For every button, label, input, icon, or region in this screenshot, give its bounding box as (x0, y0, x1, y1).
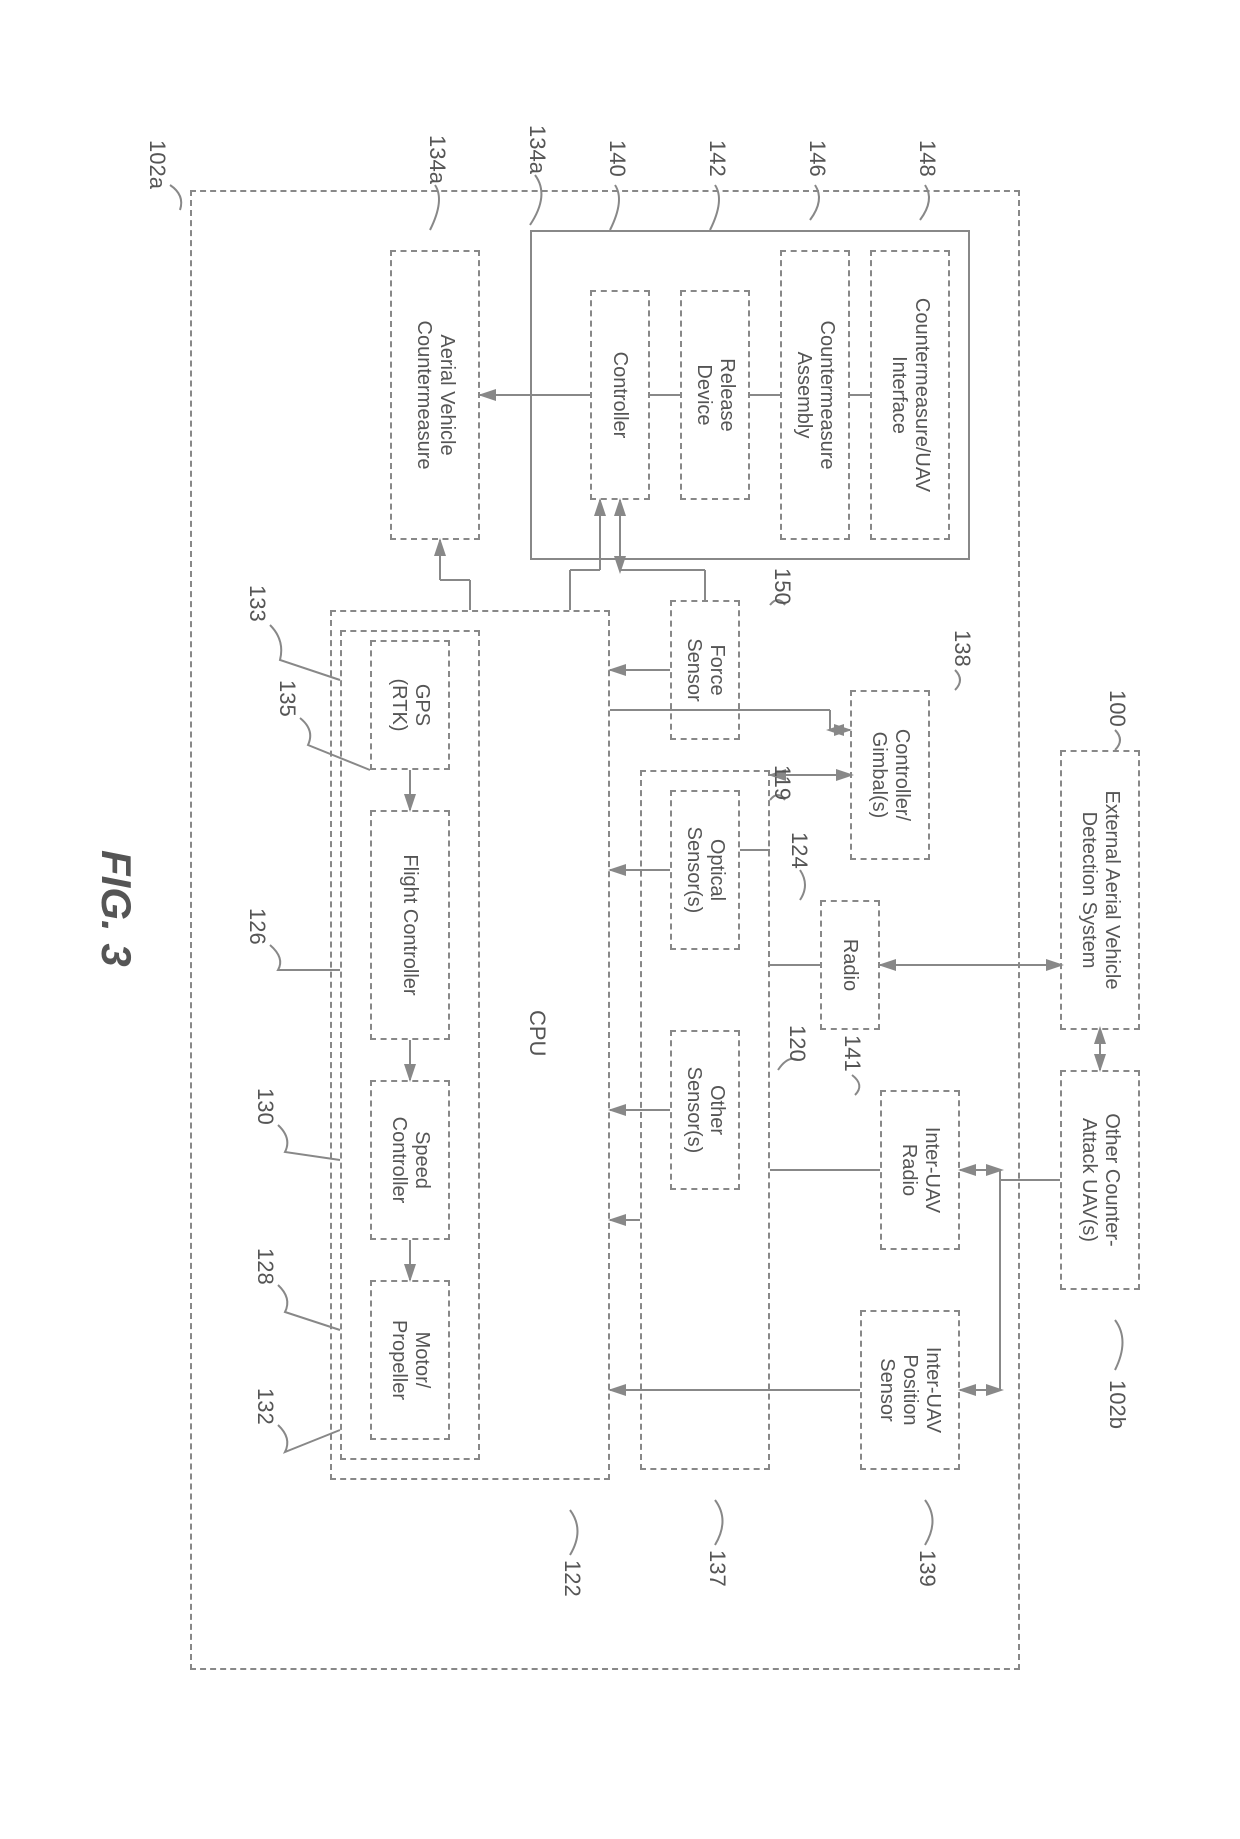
box-label: Other Counter-Attack UAV(s) (1077, 1113, 1123, 1246)
ref-134a-b: 134a (424, 135, 450, 184)
box-label: OpticalSensor(s) (682, 826, 728, 913)
ref-138: 138 (949, 630, 975, 667)
box-label: CountermeasureAssembly (792, 320, 838, 469)
box-label: Inter-UAVRadio (897, 1126, 943, 1212)
box-label: Radio (839, 938, 862, 990)
radio-box: Radio (820, 900, 880, 1030)
ref-124: 124 (786, 832, 812, 869)
other-sensors: OtherSensor(s) (670, 1030, 740, 1190)
ref-128: 128 (252, 1248, 278, 1285)
cpu-label: CPU (524, 1010, 550, 1056)
ref-102b: 102b (1104, 1380, 1130, 1429)
flight-controller: Flight Controller (370, 810, 450, 1040)
ref-126: 126 (244, 908, 270, 945)
box-label: SpeedController (387, 1116, 433, 1203)
motor-propeller: Motor/Propeller (370, 1280, 450, 1440)
gps-rtk: GPS(RTK) (370, 640, 450, 770)
ref-150: 150 (769, 568, 795, 605)
aerial-vehicle-countermeasure: Aerial VehicleCountermeasure (390, 250, 480, 540)
ref-140: 140 (604, 140, 630, 177)
countermeasure-assembly: CountermeasureAssembly (780, 250, 850, 540)
ref-146: 146 (804, 140, 830, 177)
inter-uav-position-sensor: Inter-UAVPositionSensor (860, 1310, 960, 1470)
box-label: OtherSensor(s) (682, 1066, 728, 1153)
optical-sensor: OpticalSensor(s) (670, 790, 740, 950)
box-label: Controller/Gimbal(s) (867, 728, 913, 820)
box-label: Motor/Propeller (387, 1319, 433, 1399)
box-label: Aerial VehicleCountermeasure (412, 320, 458, 469)
box-label: Inter-UAVPositionSensor (876, 1346, 945, 1432)
ref-100: 100 (1104, 690, 1130, 727)
ref-119: 119 (769, 765, 795, 800)
box-label: Flight Controller (399, 854, 422, 995)
ref-142: 142 (704, 140, 730, 177)
external-detection-system: External Aerial VehicleDetection System (1060, 750, 1140, 1030)
other-counter-attack-uav: Other Counter-Attack UAV(s) (1060, 1070, 1140, 1290)
figure-caption: FIG. 3 (92, 850, 140, 967)
ref-137: 137 (704, 1550, 730, 1587)
box-label: ForceSensor (682, 638, 728, 701)
ref-120: 120 (784, 1025, 810, 1062)
ref-135: 135 (274, 680, 300, 717)
ref-132: 132 (252, 1388, 278, 1425)
ref-122: 122 (559, 1560, 585, 1597)
countermeasure-uav-interface: Countermeasure/UAVInterface (870, 250, 950, 540)
ref-133: 133 (244, 585, 270, 622)
ref-148: 148 (914, 140, 940, 177)
ref-139: 139 (914, 1550, 940, 1587)
box-label: GPS(RTK) (387, 678, 433, 731)
ref-102a: 102a (144, 140, 170, 189)
ref-141: 141 (839, 1035, 865, 1072)
speed-controller: SpeedController (370, 1080, 450, 1240)
box-label: ReleaseDevice (692, 358, 738, 431)
ref-130: 130 (252, 1088, 278, 1125)
box-label: External Aerial VehicleDetection System (1077, 790, 1123, 989)
release-device: ReleaseDevice (680, 290, 750, 500)
box-label: Controller (609, 351, 632, 438)
inter-uav-radio: Inter-UAVRadio (880, 1090, 960, 1250)
box-label: Countermeasure/UAVInterface (887, 297, 933, 491)
controller-box: Controller (590, 290, 650, 500)
force-sensor: ForceSensor (670, 600, 740, 740)
ref-134a: 134a (524, 125, 550, 174)
controller-gimbal: Controller/Gimbal(s) (850, 690, 930, 860)
